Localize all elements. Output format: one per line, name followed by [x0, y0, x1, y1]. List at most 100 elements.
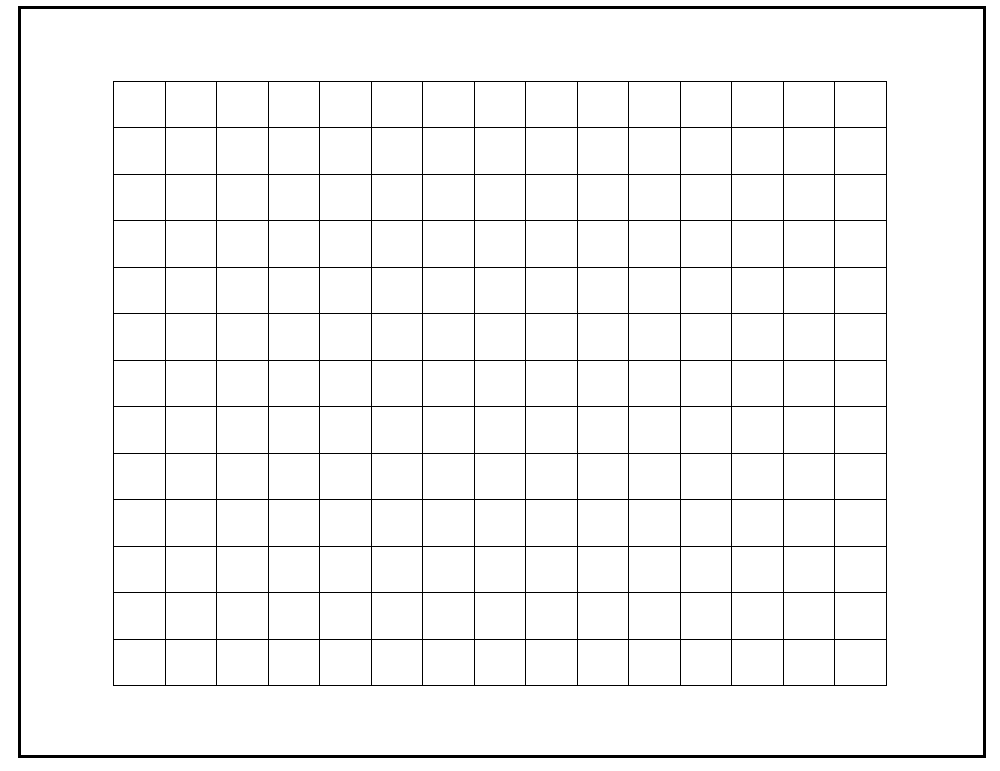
- grid-cell: [835, 82, 887, 128]
- grid-cell: [372, 454, 424, 500]
- grid-cell: [681, 175, 733, 221]
- grid-cell: [217, 593, 269, 639]
- grid-cell: [320, 361, 372, 407]
- grid-cell: [681, 593, 733, 639]
- grid-cell: [629, 221, 681, 267]
- grid-cell: [784, 454, 836, 500]
- grid-cell: [114, 314, 166, 360]
- grid-cell: [681, 547, 733, 593]
- grid-cell: [269, 640, 321, 686]
- grid-cell: [475, 268, 527, 314]
- grid-cell: [526, 454, 578, 500]
- grid-cell: [114, 593, 166, 639]
- grid-cell: [166, 640, 218, 686]
- grid-cell: [784, 500, 836, 546]
- grid-cell: [166, 547, 218, 593]
- grid-cell: [269, 175, 321, 221]
- grid-cell: [629, 640, 681, 686]
- grid-cell: [784, 175, 836, 221]
- grid-cell: [526, 221, 578, 267]
- grid-cell: [835, 547, 887, 593]
- grid-cell: [372, 82, 424, 128]
- grid-cell: [629, 175, 681, 221]
- grid-cell: [784, 407, 836, 453]
- grid-cell: [835, 640, 887, 686]
- grid-cell: [681, 361, 733, 407]
- grid-cell: [732, 175, 784, 221]
- grid-cell: [166, 361, 218, 407]
- grid-cell: [166, 221, 218, 267]
- grid-cell: [475, 547, 527, 593]
- grid-cell: [475, 175, 527, 221]
- grid-cell: [372, 361, 424, 407]
- grid-cell: [372, 314, 424, 360]
- grid-cell: [320, 314, 372, 360]
- grid-cell: [526, 640, 578, 686]
- grid-cell: [217, 268, 269, 314]
- grid-cell: [835, 593, 887, 639]
- grid-cell: [166, 128, 218, 174]
- grid-cell: [835, 361, 887, 407]
- grid-cell: [629, 500, 681, 546]
- grid-cell: [217, 454, 269, 500]
- grid-cell: [114, 268, 166, 314]
- grid-cell: [681, 82, 733, 128]
- grid-cell: [475, 500, 527, 546]
- grid-cell: [114, 82, 166, 128]
- grid-cell: [681, 268, 733, 314]
- grid-cell: [372, 407, 424, 453]
- grid-cell: [114, 640, 166, 686]
- grid-cell: [217, 221, 269, 267]
- grid-cell: [784, 221, 836, 267]
- grid-cell: [629, 128, 681, 174]
- grid-cell: [372, 268, 424, 314]
- grid-cell: [269, 361, 321, 407]
- grid-cell: [217, 547, 269, 593]
- grid-cell: [732, 407, 784, 453]
- grid-cell: [835, 128, 887, 174]
- grid-cell: [320, 500, 372, 546]
- grid-cell: [578, 547, 630, 593]
- grid-cell: [372, 640, 424, 686]
- grid-cell: [166, 268, 218, 314]
- grid-cell: [681, 221, 733, 267]
- grid-cell: [372, 221, 424, 267]
- grid-cell: [423, 268, 475, 314]
- grid-cell: [475, 361, 527, 407]
- grid-cell: [166, 175, 218, 221]
- grid-cell: [526, 407, 578, 453]
- grid-cell: [320, 221, 372, 267]
- grid-cell: [217, 175, 269, 221]
- grid-cell: [320, 175, 372, 221]
- grid-cell: [784, 82, 836, 128]
- grid-cell: [835, 221, 887, 267]
- grid-cell: [578, 314, 630, 360]
- grid-cell: [732, 500, 784, 546]
- grid-cell: [526, 314, 578, 360]
- grid-cell: [217, 407, 269, 453]
- grid-cell: [217, 128, 269, 174]
- grid-cell: [835, 500, 887, 546]
- grid-cell: [423, 314, 475, 360]
- grid-cell: [475, 221, 527, 267]
- grid-cell: [681, 500, 733, 546]
- grid-cell: [269, 82, 321, 128]
- grid-cell: [835, 268, 887, 314]
- grid-cell: [320, 82, 372, 128]
- grid-cell: [423, 640, 475, 686]
- grid-cell: [320, 640, 372, 686]
- grid-cell: [217, 500, 269, 546]
- grid-cell: [166, 593, 218, 639]
- grid-cell: [526, 500, 578, 546]
- grid-cell: [423, 407, 475, 453]
- grid-cell: [217, 314, 269, 360]
- grid-cell: [269, 500, 321, 546]
- grid-cell: [732, 314, 784, 360]
- grid-cell: [372, 593, 424, 639]
- grid-cell: [423, 500, 475, 546]
- grid-cell: [784, 314, 836, 360]
- grid-cell: [423, 175, 475, 221]
- grid-cell: [269, 314, 321, 360]
- grid-cell: [166, 454, 218, 500]
- grid-cell: [732, 361, 784, 407]
